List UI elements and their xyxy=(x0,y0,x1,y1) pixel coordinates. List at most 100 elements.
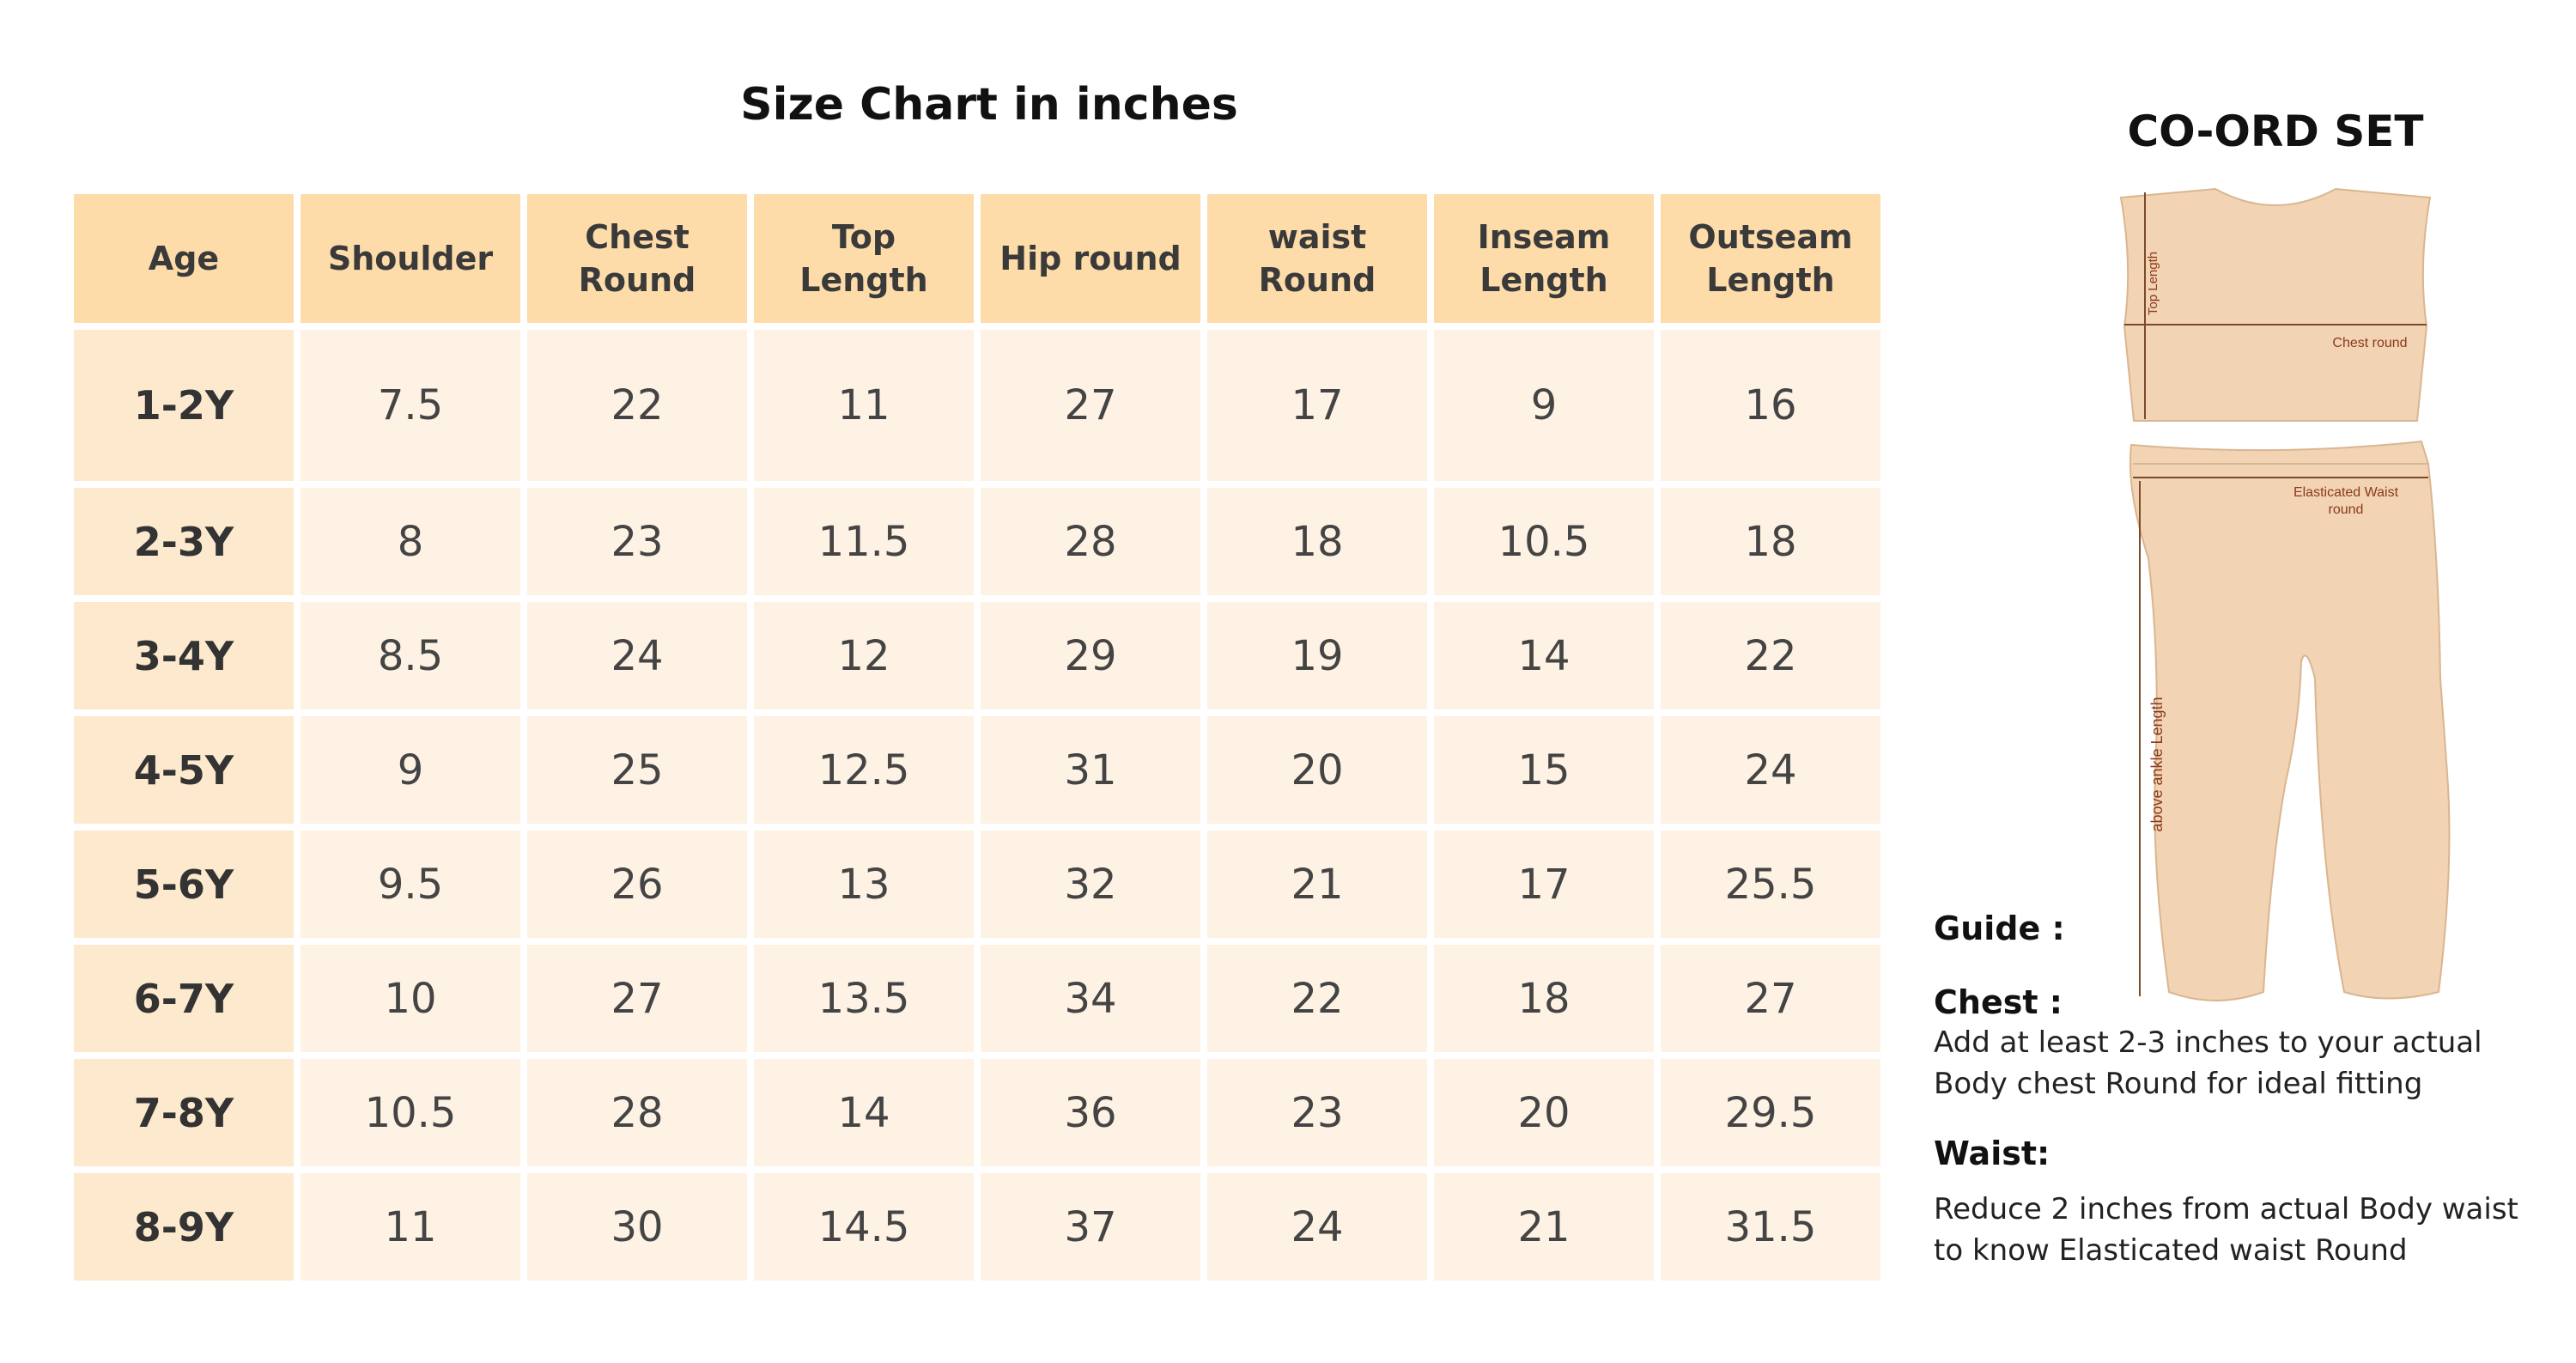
cell-shoulder: 8 xyxy=(301,488,520,595)
cell-outseam-length: 18 xyxy=(1661,488,1880,595)
co-ord-set-title: CO-ORD SET xyxy=(2127,106,2424,156)
cell-age: 4-5Y xyxy=(74,716,294,824)
chest-guide-heading: Chest : xyxy=(1934,983,2063,1021)
cell-chest-round: 22 xyxy=(527,330,747,481)
cell-top-length: 11.5 xyxy=(754,488,974,595)
guide-heading: Guide : xyxy=(1934,910,2065,947)
cell-inseam-length: 17 xyxy=(1434,831,1654,938)
cell-inseam-length: 18 xyxy=(1434,945,1654,1052)
cell-inseam-length: 21 xyxy=(1434,1173,1654,1281)
cell-waist-round: 24 xyxy=(1207,1173,1427,1281)
size-chart-table: Age Shoulder Chest Round Top Length Hip ro… xyxy=(67,187,1887,1287)
col-header-outseam-length: Outseam Length xyxy=(1661,194,1880,323)
cell-outseam-length: 27 xyxy=(1661,945,1880,1052)
cell-outseam-length: 25.5 xyxy=(1661,831,1880,938)
cell-age: 6-7Y xyxy=(74,945,294,1052)
cell-waist-round: 21 xyxy=(1207,831,1427,938)
cell-chest-round: 24 xyxy=(527,602,747,709)
cell-hip-round: 29 xyxy=(981,602,1200,709)
col-header-age: Age xyxy=(74,194,294,323)
cell-inseam-length: 15 xyxy=(1434,716,1654,824)
table-header-row: Age Shoulder Chest Round Top Length Hip ro… xyxy=(74,194,1880,323)
col-header-inseam-length: Inseam Length xyxy=(1434,194,1654,323)
cell-outseam-length: 16 xyxy=(1661,330,1880,481)
cell-age: 7-8Y xyxy=(74,1059,294,1166)
cell-shoulder: 7.5 xyxy=(301,330,520,481)
cell-chest-round: 28 xyxy=(527,1059,747,1166)
cell-chest-round: 26 xyxy=(527,831,747,938)
cell-hip-round: 37 xyxy=(981,1173,1200,1281)
cell-waist-round: 20 xyxy=(1207,716,1427,824)
cell-shoulder: 10 xyxy=(301,945,520,1052)
col-header-hip-round: Hip round xyxy=(981,194,1200,323)
cell-top-length: 14.5 xyxy=(754,1173,974,1281)
cell-waist-round: 22 xyxy=(1207,945,1427,1052)
cell-hip-round: 27 xyxy=(981,330,1200,481)
table-row: 5-6Y 9.5 26 13 32 21 17 25.5 xyxy=(74,831,1880,938)
chest-guide-text-line2: Body chest Round for ideal fitting xyxy=(1934,1067,2423,1101)
cell-waist-round: 23 xyxy=(1207,1059,1427,1166)
chest-guide-text-line1: Add at least 2-3 inches to your actual xyxy=(1934,1025,2482,1060)
cell-inseam-length: 9 xyxy=(1434,330,1654,481)
cell-shoulder: 11 xyxy=(301,1173,520,1281)
cell-shoulder: 9.5 xyxy=(301,831,520,938)
waist-round-label-line1: Elasticated Waist xyxy=(2293,485,2399,500)
cell-shoulder: 10.5 xyxy=(301,1059,520,1166)
cell-top-length: 13 xyxy=(754,831,974,938)
waist-guide-text-line1: Reduce 2 inches from actual Body waist xyxy=(1934,1192,2518,1226)
ankle-length-label: above ankle Length xyxy=(2148,697,2166,831)
table-row: 4-5Y 9 25 12.5 31 20 15 24 xyxy=(74,716,1880,824)
cell-chest-round: 23 xyxy=(527,488,747,595)
table-row: 1-2Y 7.5 22 11 27 17 9 16 xyxy=(74,330,1880,481)
cell-top-length: 13.5 xyxy=(754,945,974,1052)
chest-round-label: Chest round xyxy=(2332,336,2407,350)
cell-age: 1-2Y xyxy=(74,330,294,481)
size-chart-title: Size Chart in inches xyxy=(740,79,1238,131)
table-row: 8-9Y 11 30 14.5 37 24 21 31.5 xyxy=(74,1173,1880,1281)
cell-chest-round: 25 xyxy=(527,716,747,824)
cell-chest-round: 27 xyxy=(527,945,747,1052)
col-header-waist-round: waist Round xyxy=(1207,194,1427,323)
table-row: 7-8Y 10.5 28 14 36 23 20 29.5 xyxy=(74,1059,1880,1166)
cell-hip-round: 34 xyxy=(981,945,1200,1052)
waist-guide-text-line2: to know Elasticated waist Round xyxy=(1934,1233,2408,1268)
cell-hip-round: 32 xyxy=(981,831,1200,938)
cell-shoulder: 8.5 xyxy=(301,602,520,709)
table-row: 3-4Y 8.5 24 12 29 19 14 22 xyxy=(74,602,1880,709)
cell-age: 5-6Y xyxy=(74,831,294,938)
waist-round-label-line2: round xyxy=(2329,502,2364,517)
cell-top-length: 12.5 xyxy=(754,716,974,824)
cell-hip-round: 36 xyxy=(981,1059,1200,1166)
cell-hip-round: 31 xyxy=(981,716,1200,824)
cell-top-length: 14 xyxy=(754,1059,974,1166)
cell-top-length: 12 xyxy=(754,602,974,709)
cell-age: 8-9Y xyxy=(74,1173,294,1281)
cell-outseam-length: 29.5 xyxy=(1661,1059,1880,1166)
pants-shape xyxy=(2129,440,2451,1001)
cell-shoulder: 9 xyxy=(301,716,520,824)
cell-inseam-length: 10.5 xyxy=(1434,488,1654,595)
cell-inseam-length: 20 xyxy=(1434,1059,1654,1166)
cell-age: 2-3Y xyxy=(74,488,294,595)
cell-outseam-length: 31.5 xyxy=(1661,1173,1880,1281)
cell-waist-round: 19 xyxy=(1207,602,1427,709)
cell-outseam-length: 24 xyxy=(1661,716,1880,824)
col-header-shoulder: Shoulder xyxy=(301,194,520,323)
crop-top-shape xyxy=(2119,187,2432,422)
cell-age: 3-4Y xyxy=(74,602,294,709)
cell-chest-round: 30 xyxy=(527,1173,747,1281)
fit-guide: Guide : Chest : Add at least 2-3 inches … xyxy=(1934,909,2552,1271)
co-ord-set-illustration: Top Length Chest round Elasticated Waist… xyxy=(2119,187,2451,1001)
cell-waist-round: 17 xyxy=(1207,330,1427,481)
col-header-chest-round: Chest Round xyxy=(527,194,747,323)
col-header-top-length: Top Length xyxy=(754,194,974,323)
cell-top-length: 11 xyxy=(754,330,974,481)
cell-inseam-length: 14 xyxy=(1434,602,1654,709)
table-row: 2-3Y 8 23 11.5 28 18 10.5 18 xyxy=(74,488,1880,595)
cell-waist-round: 18 xyxy=(1207,488,1427,595)
cell-outseam-length: 22 xyxy=(1661,602,1880,709)
top-length-label: Top Length xyxy=(2146,252,2160,315)
waist-guide-heading: Waist: xyxy=(1934,1135,2050,1172)
cell-hip-round: 28 xyxy=(981,488,1200,595)
table-row: 6-7Y 10 27 13.5 34 22 18 27 xyxy=(74,945,1880,1052)
